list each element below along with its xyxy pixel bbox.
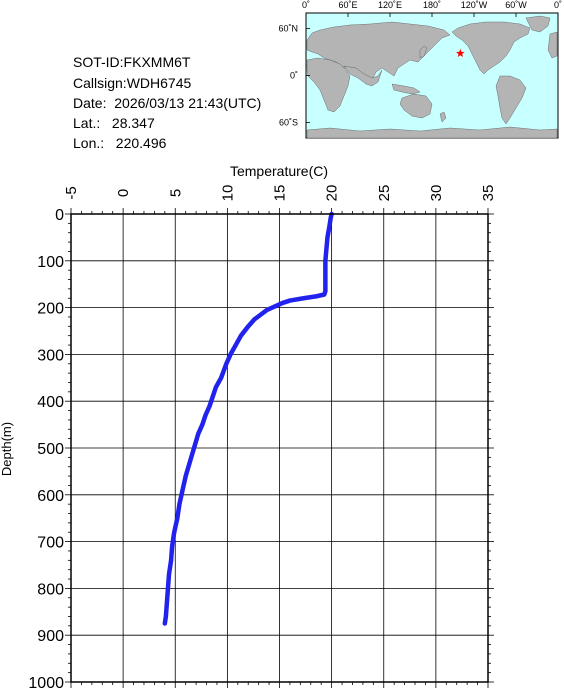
x-tick-label: 30: [428, 185, 445, 202]
latitude-label: Lat.: 28.347: [73, 115, 155, 131]
temperature-profile-line: [162, 211, 334, 626]
map-frame: 0˚ 60˚E 120˚E 180˚ 120˚W 60˚W 0˚ 60˚N 0˚ 60˚S: [278, 0, 562, 139]
map-lon-label: 180˚: [423, 0, 441, 10]
plot-frame: [70, 213, 489, 683]
map-lon-label: 60˚W: [505, 0, 527, 10]
y-tick-label: 700: [37, 535, 64, 552]
land-africa: [306, 57, 351, 113]
map-lon-label: 0˚: [554, 0, 562, 10]
y-tick-label: 400: [37, 394, 64, 411]
y-tick-label: 800: [37, 581, 64, 598]
y-axis-label: Depth(m): [0, 422, 14, 476]
map-lon-label: 60˚E: [338, 0, 357, 10]
x-tick-label: 20: [324, 185, 341, 202]
map-lat-label: 60˚N: [278, 24, 298, 34]
map-lat-label: 0˚: [290, 71, 298, 81]
x-tick-label: 10: [219, 185, 236, 202]
x-axis-label: Temperature(C): [230, 163, 328, 179]
world-location-map: 0˚ 60˚E 120˚E 180˚ 120˚W 60˚W 0˚ 60˚N 0˚ 60˚S: [278, 0, 562, 139]
y-tick-label: 0: [55, 207, 64, 224]
y-tick-label: 900: [37, 628, 64, 645]
map-lat-label: 60˚S: [279, 117, 298, 127]
chart-grid: [65, 208, 494, 688]
x-tick-label: 35: [480, 185, 497, 202]
land-north-america: [451, 21, 531, 75]
y-tick-label: 600: [37, 488, 64, 505]
x-tick-label: 5: [167, 189, 184, 197]
y-tick-label: 100: [37, 254, 64, 271]
map-tick-marks: [305, 13, 559, 123]
map-lon-label: 0˚: [302, 0, 310, 10]
y-tick-labels: 0 100 200 300 400 500 600 700 800 900 1000: [28, 207, 64, 690]
x-tick-label: -5: [63, 186, 80, 199]
y-tick-label: 1000: [28, 675, 64, 690]
x-tick-label: 15: [272, 185, 289, 202]
callsign-label: Callsign:WDH6745: [73, 75, 192, 91]
red-star-icon: [456, 48, 465, 57]
date-label: Date: 2026/03/13 21:43(UTC): [73, 95, 262, 111]
land-eurasia: [306, 21, 451, 83]
y-tick-label: 500: [37, 441, 64, 458]
x-tick-label: 0: [115, 189, 132, 197]
land-new-zealand: [439, 111, 447, 123]
map-lon-label: 120˚E: [378, 0, 402, 10]
longitude-label: Lon.: 220.496: [73, 135, 167, 151]
land-antarctica: [306, 126, 558, 139]
temperature-profile-series: [162, 211, 334, 626]
land-indonesia: [391, 83, 421, 95]
land-europe-west: [547, 31, 558, 59]
x-tick-label: 25: [376, 185, 393, 202]
land-japan: [419, 45, 428, 59]
land-south-asia: [343, 65, 383, 87]
land-south-america: [495, 75, 527, 125]
x-tick-labels: -5 0 5 10 15 20 25 30 35: [63, 185, 497, 202]
sot-id-label: SOT-ID:FKXMM6T: [73, 54, 191, 70]
map-latitude-labels: 60˚N 0˚ 60˚S: [278, 24, 298, 128]
land-masses: [306, 15, 558, 139]
y-tick-label: 200: [37, 301, 64, 318]
map-longitude-labels: 0˚ 60˚E 120˚E 180˚ 120˚W 60˚W 0˚: [302, 0, 562, 10]
map-lon-label: 120˚W: [461, 0, 488, 10]
y-tick-label: 300: [37, 347, 64, 364]
land-greenland: [525, 15, 551, 33]
land-australia: [399, 93, 433, 119]
